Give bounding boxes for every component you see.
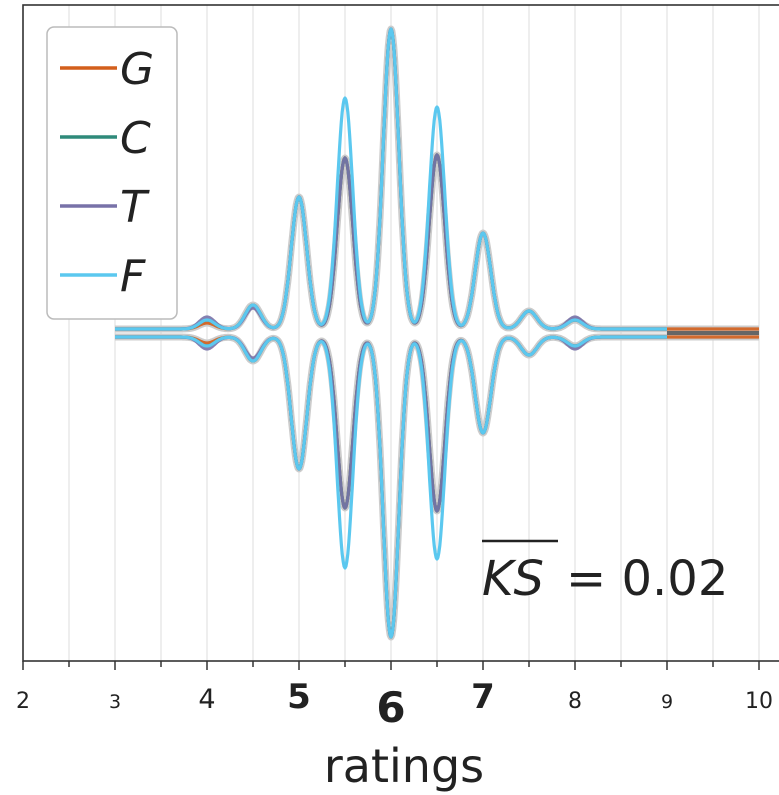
legend-label-G: G bbox=[120, 44, 154, 95]
x-tick-label: 10 bbox=[745, 689, 773, 714]
legend-label-C: C bbox=[120, 113, 151, 164]
x-tick-label: 3 bbox=[109, 691, 121, 713]
x-tick-label: 2 bbox=[16, 689, 30, 714]
ks-annotation-value: = 0.02 bbox=[566, 551, 728, 607]
series-F-line bbox=[114, 335, 668, 639]
series-F-line bbox=[114, 27, 668, 331]
ks-annotation-symbol: KS bbox=[482, 551, 544, 607]
x-tick-label: 6 bbox=[376, 683, 405, 732]
x-axis-label: ratings bbox=[324, 739, 484, 793]
x-tick-label: 9 bbox=[661, 691, 673, 713]
x-tick-label: 4 bbox=[198, 684, 215, 715]
x-tick-label: 8 bbox=[568, 689, 582, 714]
legend-label-T: T bbox=[120, 182, 150, 233]
ks-annotation: KS = 0.02 bbox=[482, 539, 728, 607]
plot-frame bbox=[22, 4, 779, 662]
legend-label-F: F bbox=[120, 251, 146, 302]
x-tick-label: 7 bbox=[471, 677, 495, 717]
legend-box bbox=[46, 26, 178, 320]
x-tick-label: 5 bbox=[287, 677, 311, 717]
series-lines bbox=[114, 27, 760, 639]
x-ticks: 2 3 4 5 6 7 8 9 10 bbox=[16, 661, 773, 732]
